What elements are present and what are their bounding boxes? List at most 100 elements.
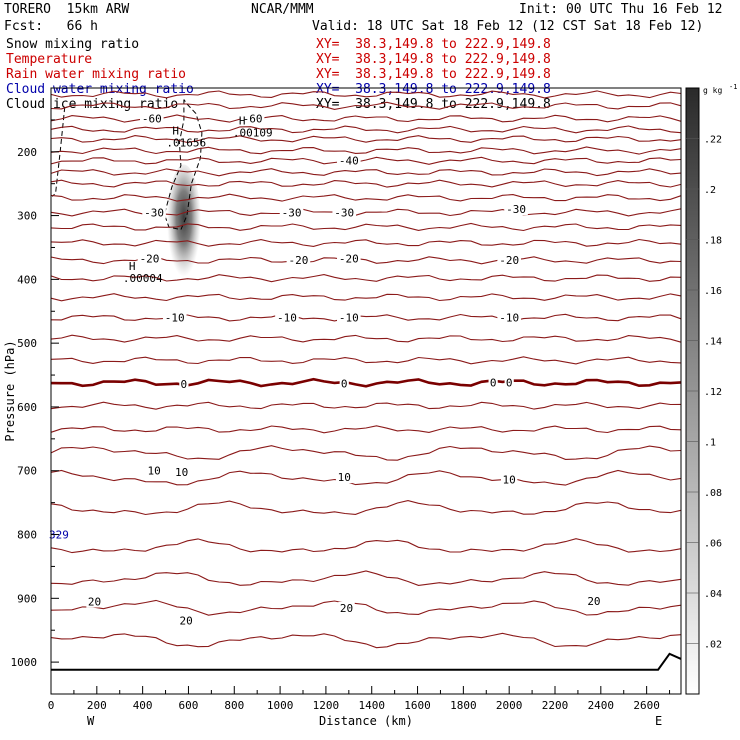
contour-label-bg: [279, 206, 304, 219]
y-tick-label: 300: [17, 210, 37, 223]
x-tick-label: 1600: [404, 699, 431, 712]
contour-label: 20: [180, 615, 193, 628]
contour-label-bg: [177, 614, 195, 627]
isotherm-line: [50, 599, 682, 616]
field-label-cloud-ice: Cloud ice mixing ratio: [6, 97, 179, 112]
y-tick-label: 500: [17, 337, 37, 350]
extremum-letter: H: [239, 114, 246, 127]
forecast-hour: Fcst: 66 h: [4, 19, 98, 34]
isotherm-line: [50, 156, 682, 165]
contour-label-bg: [86, 595, 103, 608]
contour-label: 10: [175, 466, 188, 479]
colorbar-tick-label: .04: [704, 589, 722, 600]
contour-label-bg: [497, 311, 521, 324]
contour-label-bg: [504, 203, 528, 216]
contour-label: -30: [506, 203, 526, 216]
isotherm-line: [50, 469, 682, 486]
extremum-letter: H: [172, 125, 179, 138]
isotherm-line: [50, 168, 682, 177]
isotherm-line: [50, 334, 682, 343]
model-title: TORERO 15km ARW: [4, 2, 130, 17]
isotherm-line: [50, 222, 682, 232]
contour-label: 0: [490, 377, 497, 390]
x-tick-label: 800: [224, 699, 244, 712]
isotherm-line: [50, 425, 682, 434]
y-tick-label: 800: [17, 529, 37, 542]
isotherm-line: [50, 125, 682, 134]
contour-label: -20: [339, 252, 359, 265]
plot-frame: [50, 87, 682, 695]
x-tick-label: 400: [133, 699, 153, 712]
contour-label: -60: [243, 113, 263, 126]
contour-label: 20: [587, 595, 600, 608]
contour-label-bg: [497, 254, 521, 267]
contour-label-bg: [145, 464, 163, 477]
isotherm-line: [50, 500, 682, 516]
colorbar-tick-label: .02: [704, 640, 722, 651]
field-xy-cloud-ice: XY= 38.3,149.8 to 222.9,149.8: [316, 97, 551, 112]
isotherm-line: [50, 274, 682, 283]
isotherm-line: [50, 101, 682, 110]
isotherm-line: [50, 313, 682, 322]
contour-label: -20: [499, 254, 519, 267]
contour-label: -10: [277, 312, 297, 325]
field-label-rain: Rain water mixing ratio: [6, 67, 187, 82]
terrain-line: [51, 652, 682, 671]
contour-label-bg: [173, 466, 190, 479]
valid-time: Valid: 18 UTC Sat 18 Feb 12 (12 CST Sat …: [312, 19, 704, 34]
contour-label-bg: [137, 252, 162, 265]
isotherm-line: [50, 445, 682, 461]
x-tick-label: 600: [179, 699, 199, 712]
y-tick-label: 700: [17, 465, 37, 478]
y-tick-label: 600: [17, 401, 37, 414]
colorbar-tick-label: .08: [704, 488, 722, 499]
org-label: NCAR/MMM: [251, 2, 314, 17]
isotherm-line: [50, 193, 682, 202]
contour-label: -30: [282, 206, 302, 219]
contour-label: -20: [140, 252, 160, 265]
y-tick-label: 900: [17, 592, 37, 605]
field-label-snow: Snow mixing ratio: [6, 37, 140, 52]
contour-label: 20: [340, 602, 353, 615]
contour-label-bg: [338, 601, 355, 614]
isotherm-line: [50, 356, 682, 365]
isotherm-line: [50, 538, 682, 554]
contour-label-bg: [585, 594, 603, 607]
isotherm-line: [50, 632, 682, 649]
colorbar-tick-label: .16: [704, 286, 722, 297]
y-tick-label: 1000: [11, 656, 38, 669]
field-xy-snow: XY= 38.3,149.8 to 222.9,149.8: [316, 37, 551, 52]
x-tick-label: 2600: [633, 699, 660, 712]
extremum-value: .00109: [233, 126, 273, 139]
contour-label: 0: [181, 378, 188, 391]
extremum-letter: H: [129, 260, 136, 273]
colorbar-tick-label: .1: [704, 438, 716, 449]
contour-label-bg: [179, 377, 189, 390]
contour-label-bg: [337, 154, 361, 167]
colorbar-tick-label: .18: [704, 236, 722, 247]
colorbar-tick-label: .2: [704, 185, 716, 196]
contour-label: 10: [503, 474, 516, 487]
colorbar-unit-exponent: -1: [729, 83, 737, 91]
colorbar-tick-label: .22: [704, 135, 722, 146]
contour-label: -10: [339, 312, 359, 325]
field-xy-temperature: XY= 38.3,149.8 to 222.9,149.8: [316, 52, 551, 67]
isotherm-line: [50, 90, 682, 99]
extremum-value: .01656: [166, 137, 206, 150]
init-time: Init: 00 UTC Thu 16 Feb 12: [519, 2, 723, 17]
contour-label-bg: [240, 112, 265, 125]
x-tick-label: 2200: [542, 699, 569, 712]
x-tick-label: 1400: [358, 699, 385, 712]
contour-label-bg: [140, 112, 164, 125]
contour-label-bg: [500, 473, 518, 486]
contour-label: -30: [144, 206, 164, 219]
field-label-temperature: Temperature: [6, 52, 93, 67]
x-tick-label: 200: [87, 699, 107, 712]
extremum-value: .00004: [123, 272, 163, 285]
x-tick-label: 2000: [496, 699, 523, 712]
contour-label-bg: [488, 376, 498, 389]
colorbar-tick-label: .06: [704, 539, 722, 550]
isotherm-line: [50, 401, 682, 410]
isotherm-line: [50, 135, 682, 144]
